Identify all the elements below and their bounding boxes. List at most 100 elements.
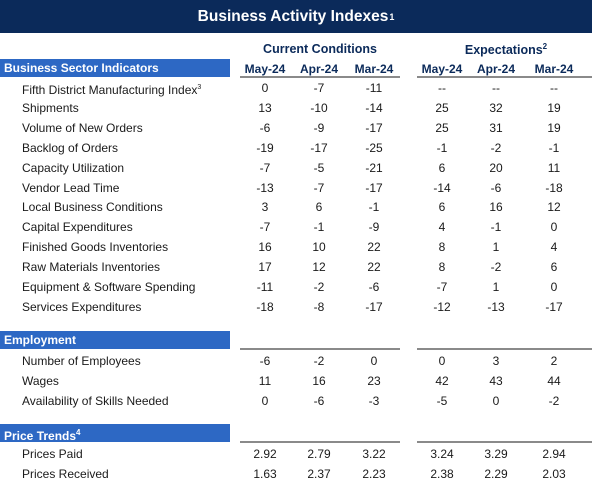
expectation-value: 25	[435, 120, 449, 135]
row-label-text: Prices Received	[22, 466, 109, 481]
row-label: Shipments	[22, 98, 79, 118]
current-value: -1	[313, 220, 325, 235]
row-label: Prices Received	[22, 464, 109, 484]
expectation-value: 0	[550, 280, 558, 294]
current-value: 17	[258, 260, 272, 275]
expectation-value: -1	[436, 140, 448, 155]
expectation-value: 19	[547, 120, 561, 135]
row-label-text: Finished Goods Inventories	[22, 240, 169, 255]
row-label: Services Expenditures	[22, 297, 141, 317]
expectation-value: 2.38	[430, 466, 454, 481]
current-value: 23	[367, 373, 381, 388]
current-value: 16	[258, 240, 272, 255]
column-divider	[240, 76, 400, 78]
expectation-value: 8	[438, 260, 446, 275]
current-value: -14	[365, 100, 383, 115]
table-row: Volume of New Orders -6 -9 -17 25 31 19	[0, 118, 592, 138]
expectation-value: 0	[438, 354, 446, 368]
current-value: -6	[368, 280, 380, 294]
current-value: 22	[367, 240, 381, 255]
expectation-value: 6	[438, 200, 446, 215]
row-label-text: Raw Materials Inventories	[22, 260, 161, 275]
title-footnote: 1	[389, 11, 395, 22]
row-label-text: Backlog of Orders	[22, 140, 119, 155]
current-value: -6	[259, 120, 271, 135]
table-row: Capital Expenditures -7 -1 -9 4 -1 0	[0, 217, 592, 237]
expectation-value: -12	[433, 299, 451, 314]
expectation-value: 3	[492, 354, 500, 368]
current-value: 0	[261, 81, 269, 95]
column-divider	[240, 441, 400, 443]
expectation-value: 6	[550, 260, 558, 275]
expectation-value: 0	[550, 220, 558, 235]
current-value: -2	[313, 354, 325, 368]
current-value: -1	[368, 200, 380, 215]
current-value: 1.63	[253, 466, 277, 481]
expectation-value: -7	[436, 280, 448, 294]
current-value: -8	[313, 299, 325, 314]
expectation-value: -2	[548, 393, 560, 408]
column-header-expectations: May-24	[421, 62, 463, 76]
current-value: -9	[368, 220, 380, 235]
row-label-text: Number of Employees	[22, 354, 141, 368]
row-label-text: Capacity Utilization	[22, 160, 125, 175]
expectation-value: 32	[489, 100, 503, 115]
current-value: 12	[312, 260, 326, 275]
column-header-expectations: Apr-24	[476, 62, 515, 76]
current-value: -5	[313, 160, 325, 175]
expectations-label: Expectations	[464, 43, 543, 58]
row-label-text: Services Expenditures	[22, 299, 142, 314]
current-value: 10	[312, 240, 326, 255]
current-value: 16	[312, 373, 326, 388]
expectation-value: 11	[547, 160, 561, 175]
current-value: -9	[313, 120, 325, 135]
current-value: -2	[313, 280, 325, 294]
expectation-value: --	[492, 81, 500, 95]
section-footnote: 4	[76, 428, 81, 437]
column-header-current: Mar-24	[354, 62, 394, 76]
row-label: Number of Employees	[22, 351, 141, 371]
row-label-text: Prices Paid	[22, 447, 83, 461]
row-label: Wages	[22, 371, 59, 391]
expectation-value: 4	[550, 240, 558, 255]
table-title: Business Activity Indexes 1	[0, 0, 592, 33]
current-value: -17	[365, 180, 383, 195]
expectations-header: Expectations2	[420, 42, 592, 57]
current-conditions-header: Current Conditions	[263, 42, 377, 56]
column-header-current: Apr-24	[299, 62, 338, 76]
expectation-value: -1	[490, 220, 502, 235]
current-value: -17	[310, 140, 328, 155]
expectation-value: 31	[489, 120, 503, 135]
table-row: Services Expenditures -18 -8 -17 -12 -13 -17	[0, 297, 592, 317]
current-value: 11	[258, 373, 272, 388]
column-divider	[417, 76, 592, 78]
table-row: Local Business Conditions 3 6 -1 6 16 12	[0, 197, 592, 217]
table-row: Wages 11 16 23 42 43 44	[0, 371, 592, 391]
current-value: -25	[365, 140, 383, 155]
column-divider	[417, 348, 592, 350]
section-header-business: Business Sector Indicators	[0, 59, 230, 77]
expectation-value: -13	[487, 299, 505, 314]
table-row: Number of Employees -6 -2 0 0 3 2	[0, 351, 592, 371]
expectation-value: 42	[435, 373, 449, 388]
title-text: Business Activity Indexes	[197, 7, 389, 25]
expectation-value: 3.29	[484, 447, 508, 461]
current-value: -3	[368, 393, 380, 408]
expectations-footnote: 2	[542, 42, 548, 51]
current-value: -21	[365, 160, 383, 175]
column-header-expectations: Mar-24	[534, 62, 574, 76]
row-label: Capital Expenditures	[22, 217, 133, 237]
table-row: Capacity Utilization -7 -5 -21 6 20 11	[0, 158, 592, 178]
expectation-value: 3.24	[430, 447, 454, 461]
row-label-text: Volume of New Orders	[22, 120, 143, 135]
row-label: Backlog of Orders	[22, 138, 118, 158]
expectation-value: --	[550, 81, 558, 95]
current-value: -10	[310, 100, 328, 115]
current-value: -7	[259, 160, 271, 175]
expectation-value: 1	[492, 280, 500, 294]
column-divider	[240, 348, 400, 350]
row-label-text: Equipment & Software Spending	[22, 280, 196, 294]
row-label-text: Fifth District Manufacturing Index	[22, 83, 198, 97]
current-value: 2.79	[307, 447, 331, 461]
table-row: Availability of Skills Needed 0 -6 -3 -5 0 -2	[0, 391, 592, 411]
